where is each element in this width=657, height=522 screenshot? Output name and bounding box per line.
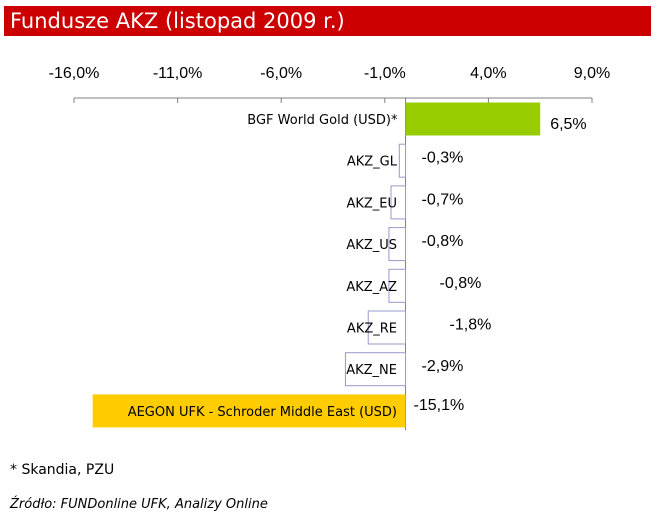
category-label: BGF World Gold (USD)* bbox=[247, 113, 398, 128]
bar bbox=[405, 102, 541, 136]
footnote: * Skandia, PZU bbox=[10, 462, 115, 478]
category-label: AKZ_NE bbox=[346, 363, 397, 378]
labels: BGF World Gold (USD)* 6,5% AKZ_GL -0,3% AKZ_… bbox=[128, 113, 587, 420]
bar bbox=[390, 185, 407, 220]
value-label: -0,7% bbox=[422, 191, 464, 208]
x-tick-label: -16,0% bbox=[49, 65, 100, 82]
value-label: -1,8% bbox=[450, 317, 492, 334]
x-tick-label: 9,0% bbox=[574, 65, 610, 82]
category-label: AEGON UFK - Schroder Middle East (USD) bbox=[128, 405, 397, 420]
value-label: -0,3% bbox=[422, 150, 464, 167]
title-bar: Fundusze AKZ (listopad 2009 r.) bbox=[4, 6, 651, 36]
bar bbox=[388, 227, 407, 262]
source-note: Źródło: FUNDonline UFK, Analizy Online bbox=[10, 497, 268, 512]
bar bbox=[398, 143, 407, 178]
chart-title: Fundusze AKZ (listopad 2009 r.) bbox=[10, 9, 345, 33]
value-label: 6,5% bbox=[550, 116, 586, 133]
x-tick-label: -1,0% bbox=[364, 65, 406, 82]
value-label: -2,9% bbox=[422, 358, 464, 375]
category-label: AKZ_RE bbox=[347, 322, 397, 337]
bar bbox=[367, 310, 407, 345]
bars bbox=[92, 102, 541, 428]
value-label: -0,8% bbox=[422, 233, 464, 250]
bar bbox=[92, 394, 406, 428]
x-tick-label: -11,0% bbox=[153, 65, 203, 82]
value-label: -0,8% bbox=[440, 275, 482, 292]
category-label: AKZ_US bbox=[346, 238, 397, 253]
bar bbox=[388, 268, 407, 303]
x-tick-label: 4,0% bbox=[470, 65, 506, 82]
category-label: AKZ_EU bbox=[346, 196, 397, 211]
x-axis: -16,0% -11,0% -6,0% -1,0% 4,0% 9,0% bbox=[49, 65, 610, 430]
value-label: -15,1% bbox=[414, 397, 465, 414]
category-label: AKZ_AZ bbox=[346, 280, 397, 295]
x-tick-label: -6,0% bbox=[260, 65, 302, 82]
category-label: AKZ_GL bbox=[347, 155, 398, 170]
bar bbox=[344, 352, 407, 387]
